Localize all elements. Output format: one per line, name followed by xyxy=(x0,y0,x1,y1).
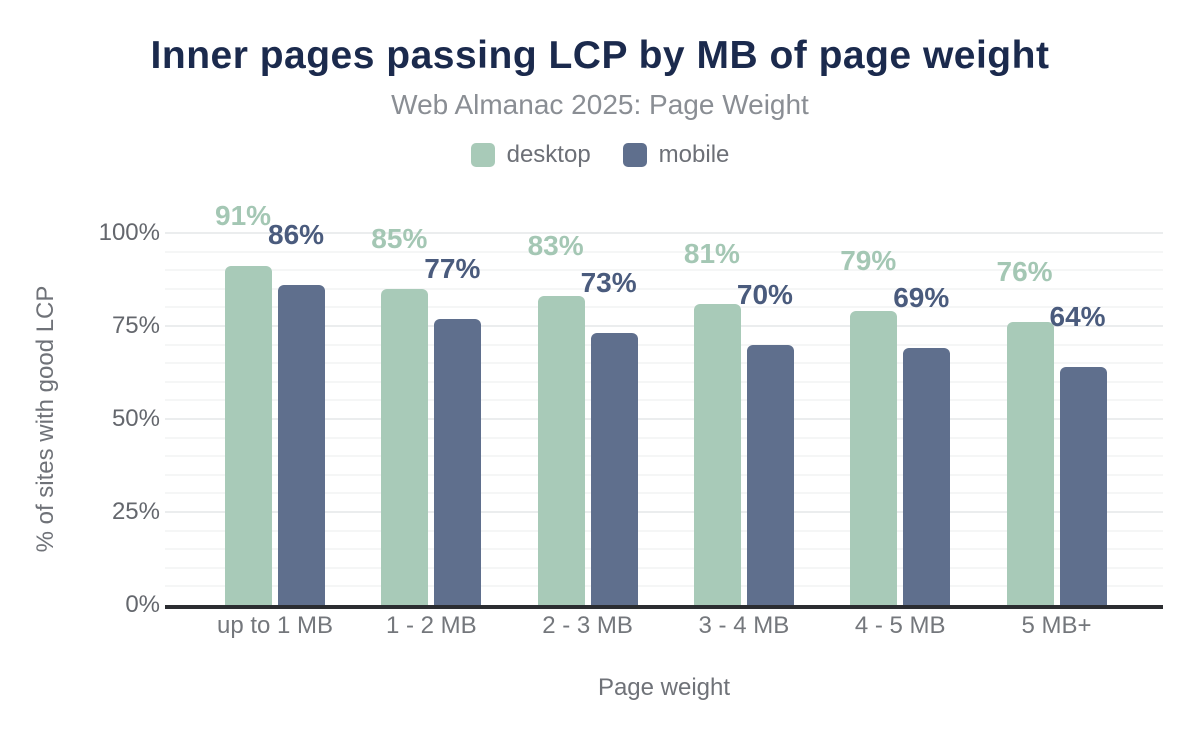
gridline-55 xyxy=(165,399,1163,402)
x-tick-label-2: 1 - 2 MB xyxy=(385,612,477,639)
data-label-desktop-6: 76% xyxy=(996,256,1053,288)
x-tick-label-1: up to 1 MB xyxy=(216,612,334,639)
x-axis-line xyxy=(165,605,1163,609)
bar-desktop-2 xyxy=(381,288,429,605)
y-tick-label-0%: 0% xyxy=(125,591,160,618)
gridline-65 xyxy=(165,362,1163,365)
gridline-75 xyxy=(165,325,1163,327)
data-label-mobile-6: 64% xyxy=(1049,300,1106,332)
data-label-mobile-3: 73% xyxy=(580,267,637,299)
data-label-desktop-3: 83% xyxy=(527,230,584,262)
data-label-mobile-1: 86% xyxy=(268,219,325,251)
legend-label-desktop: desktop xyxy=(506,141,591,168)
chart-title: Inner pages passing LCP by MB of page we… xyxy=(150,34,1050,77)
legend-swatch-desktop xyxy=(470,143,495,167)
gridline-50 xyxy=(165,418,1163,420)
plot-area: 91% 86% 85% 77% 83% 73% 81% 70% 79% 69% 76% 64% xyxy=(165,202,1163,609)
bar-mobile-5 xyxy=(903,348,951,605)
y-tick-label-100%: 100% xyxy=(98,219,160,246)
legend-item-desktop: desktop xyxy=(470,141,591,169)
bar-mobile-2 xyxy=(434,318,482,605)
gridline-70 xyxy=(165,343,1163,346)
gridline-95 xyxy=(165,250,1163,253)
bar-desktop-4 xyxy=(693,303,741,605)
bar-mobile-3 xyxy=(590,333,638,605)
gridline-90 xyxy=(165,269,1163,272)
y-tick-label-50%: 50% xyxy=(111,405,160,432)
data-label-desktop-2: 85% xyxy=(371,222,428,254)
x-tick-label-3: 2 - 3 MB xyxy=(542,612,633,639)
bar-mobile-4 xyxy=(746,344,794,605)
bar-desktop-3 xyxy=(537,296,585,605)
bar-mobile-6 xyxy=(1059,366,1107,605)
data-label-desktop-4: 81% xyxy=(683,237,740,269)
data-label-mobile-4: 70% xyxy=(736,278,793,310)
chart-subtitle: Web Almanac 2025: Page Weight xyxy=(391,89,809,120)
bar-desktop-6 xyxy=(1006,322,1054,605)
data-label-mobile-5: 69% xyxy=(893,282,950,314)
bar-desktop-1 xyxy=(225,266,272,605)
gridline-15 xyxy=(165,548,1163,551)
legend-label-mobile: mobile xyxy=(658,141,730,168)
gridline-35 xyxy=(165,473,1163,476)
legend-swatch-mobile xyxy=(622,143,647,167)
gridline-80 xyxy=(165,306,1163,309)
gridline-85 xyxy=(165,287,1163,290)
legend-item-mobile: mobile xyxy=(622,141,730,169)
gridline-5 xyxy=(165,585,1163,588)
x-tick-label-4: 3 - 4 MB xyxy=(698,612,790,639)
x-tick-label-6: 5 MB+ xyxy=(1021,612,1092,639)
gridline-45 xyxy=(165,436,1163,439)
gridline-10 xyxy=(165,566,1163,569)
legend: desktop mobile xyxy=(0,141,1200,169)
x-tick-label-5: 4 - 5 MB xyxy=(854,612,946,639)
data-label-desktop-1: 91% xyxy=(215,200,272,232)
gridline-60 xyxy=(165,380,1163,383)
bar-desktop-5 xyxy=(850,311,898,605)
gridline-100 xyxy=(165,232,1163,234)
gridline-30 xyxy=(165,492,1163,495)
data-label-desktop-5: 79% xyxy=(840,245,897,277)
x-axis-title: Page weight xyxy=(597,674,731,701)
gridline-40 xyxy=(165,455,1163,458)
y-tick-label-25%: 25% xyxy=(111,498,160,525)
gridline-20 xyxy=(165,529,1163,532)
data-label-mobile-2: 77% xyxy=(424,252,481,284)
bar-mobile-1 xyxy=(278,285,325,605)
y-tick-label-75%: 75% xyxy=(111,312,160,339)
gridline-25 xyxy=(165,511,1163,513)
